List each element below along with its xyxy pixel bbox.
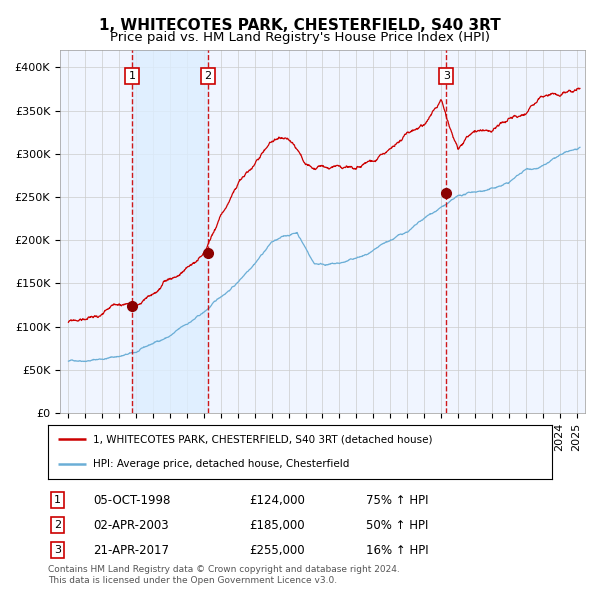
Text: 16% ↑ HPI: 16% ↑ HPI	[365, 543, 428, 557]
Text: 2: 2	[54, 520, 61, 530]
Text: HPI: Average price, detached house, Chesterfield: HPI: Average price, detached house, Ches…	[94, 460, 350, 470]
Text: Price paid vs. HM Land Registry's House Price Index (HPI): Price paid vs. HM Land Registry's House …	[110, 31, 490, 44]
Text: 1: 1	[128, 71, 136, 81]
Text: £255,000: £255,000	[250, 543, 305, 557]
Text: 75% ↑ HPI: 75% ↑ HPI	[365, 493, 428, 507]
Text: 02-APR-2003: 02-APR-2003	[94, 519, 169, 532]
Text: 3: 3	[443, 71, 450, 81]
Text: 1, WHITECOTES PARK, CHESTERFIELD, S40 3RT: 1, WHITECOTES PARK, CHESTERFIELD, S40 3R…	[99, 18, 501, 32]
Text: 1, WHITECOTES PARK, CHESTERFIELD, S40 3RT (detached house): 1, WHITECOTES PARK, CHESTERFIELD, S40 3R…	[94, 434, 433, 444]
Text: 05-OCT-1998: 05-OCT-1998	[94, 493, 171, 507]
Text: £124,000: £124,000	[250, 493, 305, 507]
Text: 21-APR-2017: 21-APR-2017	[94, 543, 169, 557]
Text: 3: 3	[54, 545, 61, 555]
Text: Contains HM Land Registry data © Crown copyright and database right 2024.
This d: Contains HM Land Registry data © Crown c…	[48, 565, 400, 585]
Text: £185,000: £185,000	[250, 519, 305, 532]
Text: 2: 2	[205, 71, 212, 81]
Text: 1: 1	[54, 495, 61, 505]
Text: 50% ↑ HPI: 50% ↑ HPI	[365, 519, 428, 532]
Bar	[132, 50, 208, 413]
